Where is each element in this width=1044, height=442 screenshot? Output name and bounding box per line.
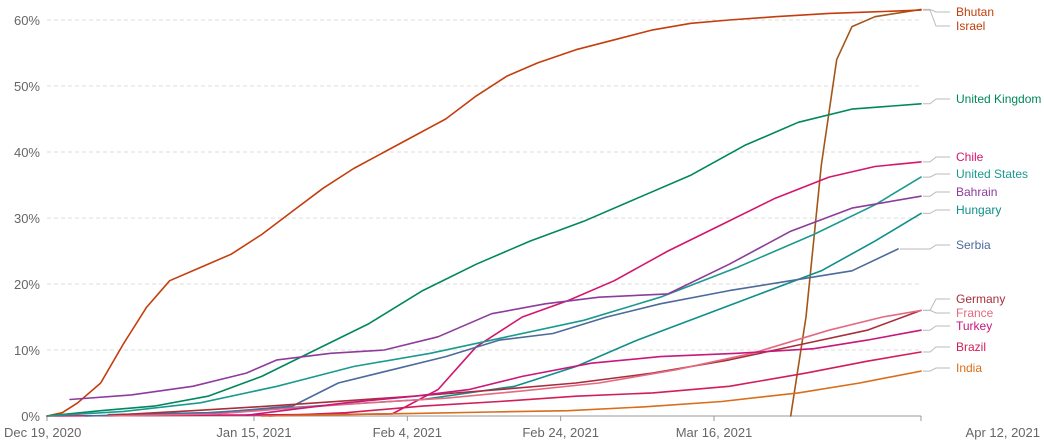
legend-connector [923, 367, 950, 372]
series-line-serbia [84, 248, 899, 417]
y-tick-label: 40% [14, 145, 40, 160]
x-tick-label: Feb 24, 2021 [522, 425, 599, 440]
series-lines [46, 8, 922, 417]
legend-connector [923, 209, 950, 214]
legend-connector [923, 346, 950, 353]
legend-connector [923, 9, 950, 27]
legend-connector [923, 191, 950, 197]
legend-connector [923, 156, 950, 163]
series-line-chile [46, 161, 922, 417]
legend-label-india: India [956, 361, 982, 375]
x-tick-label: Dec 19, 2020 [4, 425, 81, 440]
x-tick-label: Feb 4, 2021 [373, 425, 442, 440]
x-tick-label: Mar 16, 2021 [676, 425, 753, 440]
legend-label-bahrain: Bahrain [956, 185, 997, 199]
legend-label-israel: Israel [956, 19, 985, 33]
legend-connector [923, 309, 950, 314]
series-line-bahrain [69, 195, 922, 401]
series-line-brazil [268, 351, 922, 417]
series-line-united-states [46, 176, 922, 417]
legend-label-serbia: Serbia [956, 238, 991, 252]
legend-label-germany: Germany [956, 292, 1005, 306]
y-axis-ticks: 0% 10% 20% 30% 40% 50% 60% [14, 13, 40, 424]
y-tick-label: 60% [14, 13, 40, 28]
legend-connector [923, 98, 950, 105]
legend-label-united-kingdom: United Kingdom [956, 92, 1041, 106]
y-tick-label: 0% [21, 409, 40, 424]
series-line-united-kingdom [46, 103, 922, 417]
x-tick-label: Apr 12, 2021 [966, 425, 1040, 440]
legend-label-bhutan: Bhutan [956, 5, 994, 19]
series-line-bhutan [789, 8, 922, 417]
series-line-hungary [107, 212, 922, 416]
grid-lines [47, 19, 921, 417]
y-tick-label: 20% [14, 277, 40, 292]
legend-connector [923, 298, 950, 311]
legend-label-chile: Chile [956, 150, 984, 164]
series-line-turkey [245, 329, 922, 417]
legend-label-france: France [956, 306, 994, 320]
series-line-india [260, 370, 922, 417]
x-tick-label: Jan 15, 2021 [216, 425, 291, 440]
legend-connector [923, 8, 950, 13]
y-tick-label: 10% [14, 343, 40, 358]
series-line-israel [46, 9, 922, 417]
series-line-germany [107, 309, 922, 417]
y-tick-label: 50% [14, 79, 40, 94]
x-axis-ticks: Dec 19, 2020 Jan 15, 2021 Feb 4, 2021 Feb 2… [4, 416, 1040, 440]
legend-connector [923, 173, 950, 178]
legend-label-turkey: Turkey [956, 319, 992, 333]
legend-connector [900, 244, 950, 250]
legend-connector [923, 325, 950, 331]
legend-label-hungary: Hungary [956, 203, 1001, 217]
series-line-france [107, 309, 922, 417]
legend-label-brazil: Brazil [956, 340, 986, 354]
y-tick-label: 30% [14, 211, 40, 226]
legend-label-united-states: United States [956, 167, 1028, 181]
